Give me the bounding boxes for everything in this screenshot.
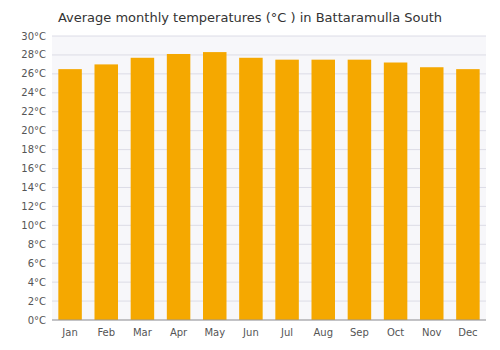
y-tick-label: 18°C	[21, 144, 46, 155]
plot-background	[52, 36, 486, 320]
y-tick-label: 12°C	[21, 201, 46, 212]
y-tick-label: 4°C	[28, 277, 46, 288]
y-tick-label: 24°C	[21, 87, 46, 98]
y-tick-label: 16°C	[21, 163, 46, 174]
y-tick-label: 2°C	[28, 296, 46, 307]
y-axis: 0°C 2°C 4°C 6°C 8°C 10°C 12°C 14°C 16°C 18°C 20°C 2…	[21, 31, 486, 326]
bar	[275, 60, 299, 320]
x-tick-label: Dec	[458, 327, 477, 338]
bar	[239, 58, 263, 320]
y-tick-label: 30°C	[21, 31, 46, 42]
bar	[131, 58, 155, 320]
x-tick-label: May	[204, 327, 225, 338]
x-tick-label: Jun	[242, 327, 259, 338]
x-tick-label: Feb	[97, 327, 115, 338]
y-tick-label: 20°C	[21, 125, 46, 136]
bar	[384, 63, 408, 320]
x-tick-label: Sep	[350, 327, 369, 338]
chart-container: 0°C 2°C 4°C 6°C 8°C 10°C 12°C 14°C 16°C 18°C 20°C 2…	[0, 0, 500, 350]
y-tick-label: 6°C	[28, 258, 46, 269]
bar	[167, 54, 191, 320]
bar	[94, 64, 118, 320]
y-tick-label: 22°C	[21, 106, 46, 117]
bar	[348, 60, 372, 320]
y-tick-label: 26°C	[21, 68, 46, 79]
x-tick-label: Nov	[422, 327, 442, 338]
x-tick-label: Jan	[61, 327, 77, 338]
x-tick-label: Mar	[133, 327, 153, 338]
bar	[420, 67, 444, 320]
y-tick-label: 8°C	[28, 239, 46, 250]
x-tick-label: Aug	[313, 327, 333, 338]
x-tick-label: Apr	[170, 327, 188, 338]
bars	[58, 52, 479, 320]
bar	[456, 69, 480, 320]
y-tick-label: 0°C	[28, 315, 46, 326]
title: Average monthly temperatures (°C ) in Ba…	[58, 10, 442, 25]
grid-line	[52, 54, 486, 55]
x-axis: Jan Feb Mar Apr May Jun Jul Aug Sep Oct Nov Dec	[52, 320, 486, 338]
grid-line	[52, 36, 486, 37]
bar	[203, 52, 227, 320]
y-tick-label: 10°C	[21, 220, 46, 231]
x-tick-label: Jul	[280, 327, 293, 338]
bar	[58, 69, 82, 320]
y-tick-label: 28°C	[21, 49, 46, 60]
chart-svg: 0°C 2°C 4°C 6°C 8°C 10°C 12°C 14°C 16°C 18°C 20°C 2…	[0, 0, 500, 350]
grid-line	[52, 320, 486, 321]
x-tick-label: Oct	[387, 327, 404, 338]
x-axis-line	[52, 320, 486, 321]
y-tick-label: 14°C	[21, 182, 46, 193]
bar	[311, 60, 335, 320]
